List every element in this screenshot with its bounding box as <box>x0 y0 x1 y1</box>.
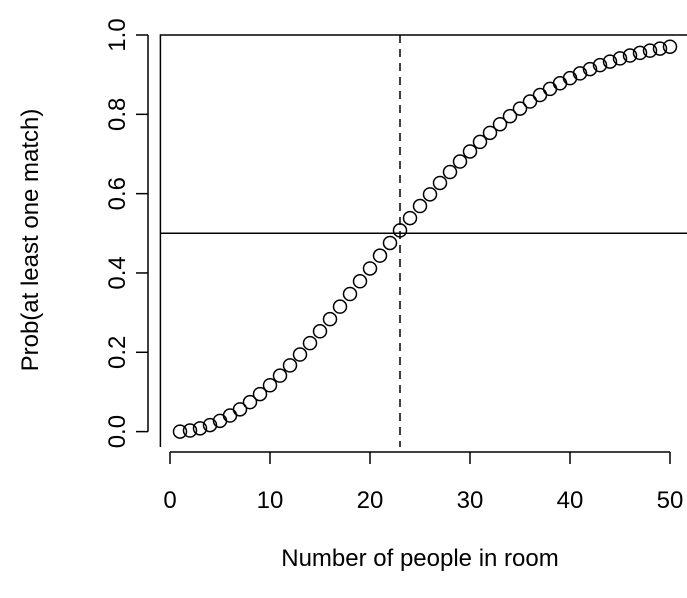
point <box>542 81 558 97</box>
x-axis-title: Number of people in room <box>281 545 558 572</box>
point <box>462 144 478 159</box>
y-tick-label: 1.0 <box>104 18 131 51</box>
point <box>292 347 308 362</box>
point <box>602 54 618 69</box>
point <box>422 187 438 202</box>
point <box>342 286 358 302</box>
point <box>332 299 348 314</box>
point <box>582 61 598 77</box>
point <box>202 417 218 433</box>
point <box>222 408 238 423</box>
point <box>472 134 488 150</box>
point <box>522 94 538 109</box>
point <box>372 248 388 263</box>
point <box>362 261 378 276</box>
point <box>392 223 408 238</box>
x-tick-label: 10 <box>257 487 284 514</box>
point <box>412 198 428 214</box>
point <box>592 57 608 73</box>
y-tick-label: 0.0 <box>104 415 131 448</box>
point <box>452 154 468 169</box>
plot-frame <box>159 34 687 447</box>
y-tick-label: 0.4 <box>104 256 131 289</box>
point <box>312 324 328 339</box>
point <box>282 358 298 373</box>
y-tick-label: 0.2 <box>104 336 131 369</box>
point <box>492 116 508 132</box>
point <box>502 108 518 124</box>
point <box>302 335 318 351</box>
point <box>252 386 268 402</box>
point <box>622 48 638 63</box>
y-axis-title: Prob(at least one match) <box>17 109 44 372</box>
point <box>662 39 678 54</box>
point <box>432 175 448 191</box>
point <box>272 368 288 383</box>
x-tick-label: 40 <box>557 487 584 514</box>
point <box>172 424 188 439</box>
point <box>612 51 628 66</box>
point <box>402 210 418 226</box>
x-tick-label: 20 <box>357 487 384 514</box>
point <box>382 235 398 251</box>
point <box>632 45 648 61</box>
point <box>532 87 548 103</box>
x-tick-label: 30 <box>457 487 484 514</box>
point <box>642 43 658 58</box>
point <box>512 101 528 116</box>
y-tick-label: 0.6 <box>104 177 131 210</box>
point <box>262 377 278 393</box>
point <box>652 41 668 56</box>
point <box>192 421 208 436</box>
point <box>552 76 568 91</box>
point <box>572 66 588 81</box>
point <box>242 394 258 410</box>
x-tick-label: 50 <box>657 487 684 514</box>
point <box>232 402 248 417</box>
y-tick-label: 0.8 <box>104 98 131 131</box>
x-tick-label: 0 <box>163 487 176 514</box>
point <box>182 423 198 438</box>
point <box>352 274 368 289</box>
point <box>322 311 338 327</box>
point <box>442 164 458 180</box>
point <box>482 125 498 141</box>
